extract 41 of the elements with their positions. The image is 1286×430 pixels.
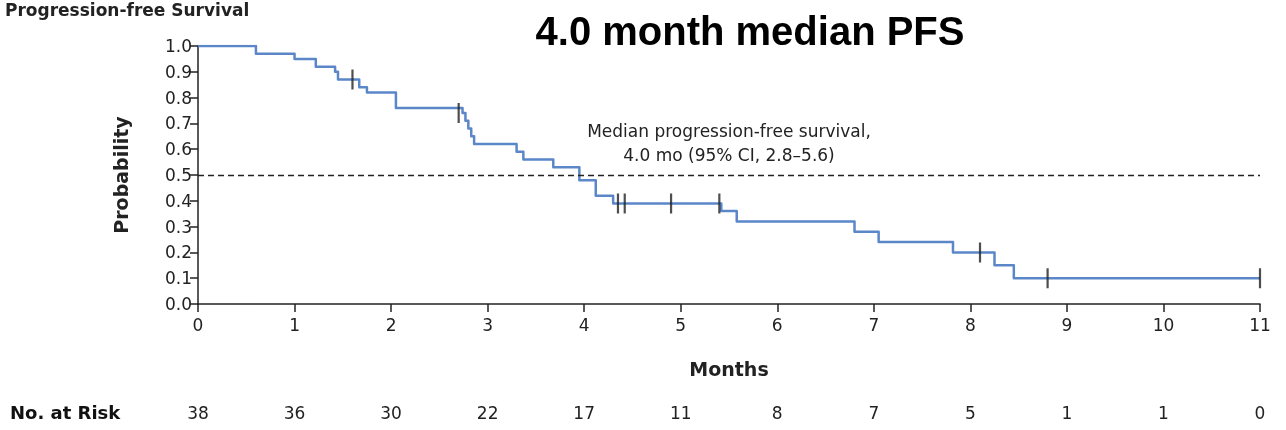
text: 8 [771, 403, 783, 423]
x-tick-label: 4 [578, 314, 590, 335]
y-tick-label: 0.5 [164, 165, 192, 185]
text: 30 [380, 403, 402, 423]
text: 38 [187, 403, 209, 423]
y-tick-label: 0.3 [164, 216, 192, 237]
text: No. at Risk [10, 401, 122, 423]
y-tick-label: 0.1 [164, 268, 192, 289]
text: 0 [1254, 403, 1266, 423]
x-tick-label: 10 [1152, 314, 1175, 335]
y-tick-label: 0.7 [164, 113, 192, 134]
y-tick-label: 0.2 [164, 242, 192, 263]
text: 36 [283, 403, 306, 423]
ref-line-label: Median progression-free survival, 4.0 mo (95% CI, 2.8–5.6) [587, 121, 871, 165]
chart-subtitle: 4.0 month median PFS [535, 9, 965, 53]
y-tick-label: 0.0 [164, 294, 192, 314]
y-tick-label: 0.8 [164, 87, 192, 108]
x-tick-label: 9 [1061, 314, 1073, 335]
x-tick-label: 3 [482, 314, 494, 335]
x-tick-label: 11 [1249, 314, 1271, 335]
y-axis-title: Probability [109, 115, 132, 234]
chart-title: Progression-free Survival [5, 0, 250, 20]
x-tick-label: 5 [675, 314, 687, 335]
text: 17 [573, 403, 595, 423]
text: 1 [1061, 403, 1073, 423]
text: 7 [868, 403, 880, 423]
x-tick-label: 1 [289, 314, 300, 335]
x-tick-label: 7 [868, 314, 880, 335]
y-tick-label: 1.0 [164, 36, 192, 56]
x-axis-title: Months [689, 357, 769, 380]
x-tick-label: 2 [385, 314, 397, 335]
x-tick-label: 0 [192, 314, 204, 335]
x-tick-label: 8 [964, 314, 976, 335]
x-tick-label: 6 [771, 314, 783, 335]
text: 5 [964, 403, 976, 423]
text: 11 [669, 403, 692, 423]
y-tick-label: 0.4 [164, 190, 192, 211]
text: 1 [1158, 403, 1169, 423]
y-tick-label: 0.6 [164, 139, 192, 160]
y-tick-label: 0.9 [164, 61, 192, 82]
text: 22 [476, 403, 499, 423]
